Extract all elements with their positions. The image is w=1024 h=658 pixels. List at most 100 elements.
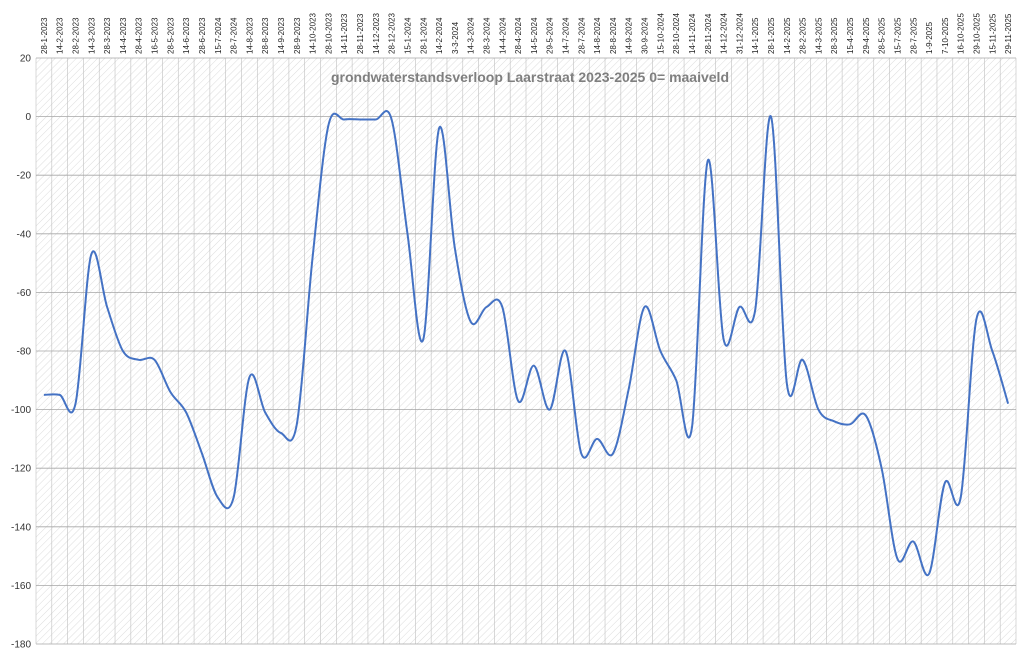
x-tick-label: 14-11-2024 (688, 13, 697, 54)
data-point (944, 482, 946, 484)
y-tick-label: 0 (25, 112, 31, 123)
x-tick-label: 15-11-2025 (988, 13, 997, 54)
data-point (975, 318, 977, 320)
y-tick-label: -180 (11, 640, 31, 651)
data-point (707, 159, 709, 161)
x-tick-label: 14-1-2025 (751, 17, 760, 54)
y-tick-label: -100 (11, 405, 31, 416)
y-tick-label: -20 (17, 171, 32, 182)
x-tick-label: 15-1-2024 (403, 17, 412, 54)
x-tick-label: 14-3-2025 (814, 17, 823, 54)
x-tick-label: 14-3-2024 (467, 17, 476, 54)
x-tick-label: 28-1-2024 (419, 17, 428, 54)
x-tick-label: 29-5-2024 (546, 17, 555, 54)
data-point (596, 438, 598, 440)
data-point (801, 359, 803, 361)
x-tick-label: 15-10-2024 (656, 13, 665, 54)
data-point (1007, 403, 1009, 405)
data-point (248, 376, 250, 378)
x-tick-label: 28-8-2023 (261, 17, 270, 54)
x-tick-label: 28-10-2023 (324, 13, 333, 54)
data-point (912, 540, 914, 542)
x-tick-label: 29-11-2025 (1004, 13, 1013, 54)
x-tick-label: 28-10-2024 (672, 13, 681, 54)
data-point (960, 496, 962, 498)
data-point (470, 321, 472, 323)
data-point (232, 496, 234, 498)
y-tick-label: 20 (20, 54, 32, 65)
data-point (612, 452, 614, 454)
x-tick-label: 28-5-2023 (166, 17, 175, 54)
data-point (817, 408, 819, 410)
data-point (217, 496, 219, 498)
data-point (74, 403, 76, 405)
x-tick-label: 28-4-2023 (135, 17, 144, 54)
data-point (422, 338, 424, 340)
data-point (280, 432, 282, 434)
x-tick-label: 14-8-2023 (245, 17, 254, 54)
data-point (438, 127, 440, 129)
data-point (90, 253, 92, 255)
data-point (849, 423, 851, 425)
x-tick-label: 14-4-2024 (498, 17, 507, 54)
data-point (659, 350, 661, 352)
x-tick-label: 31-12-2024 (735, 13, 744, 54)
x-tick-label: 28-2-2025 (799, 17, 808, 54)
data-point (185, 411, 187, 413)
data-point (406, 233, 408, 235)
x-tick-label: 14-8-2024 (593, 17, 602, 54)
data-point (264, 411, 266, 413)
x-tick-label: 14-12-2024 (720, 13, 729, 54)
data-point (517, 400, 519, 402)
x-tick-label: 28-5-2025 (878, 17, 887, 54)
x-tick-label: 28-4-2024 (514, 17, 523, 54)
data-point (375, 118, 377, 120)
x-tick-label: 16-10-2025 (957, 13, 966, 54)
data-point (43, 394, 45, 396)
x-tick-label: 14-2-2023 (56, 17, 65, 54)
data-point (59, 394, 61, 396)
y-tick-label: -40 (17, 229, 32, 240)
data-point (533, 365, 535, 367)
x-tick-label: 14-3-2023 (87, 17, 96, 54)
y-tick-label: -120 (11, 464, 31, 475)
data-point (675, 379, 677, 381)
y-tick-label: -140 (11, 522, 31, 533)
data-point (880, 467, 882, 469)
x-tick-label: 28-6-2023 (198, 17, 207, 54)
x-tick-label: 14-11-2023 (340, 13, 349, 54)
x-tick-label: 1-9-2025 (925, 21, 934, 54)
x-tick-label: 7-10-2025 (941, 17, 950, 54)
x-tick-label: 14-9-2024 (625, 17, 634, 54)
x-tick-label: 28-7-2024 (230, 17, 239, 54)
data-point (359, 118, 361, 120)
data-point (770, 115, 772, 117)
x-tick-label: 15-7-2025 (893, 17, 902, 54)
x-tick-label: 28-7-2025 (909, 17, 918, 54)
x-tick-label: 28-1-2025 (767, 17, 776, 54)
x-tick-label: 28-8-2024 (609, 17, 618, 54)
data-point (311, 256, 313, 258)
y-tick-label: -60 (17, 288, 32, 299)
data-point (390, 118, 392, 120)
data-point (628, 388, 630, 390)
data-point (786, 382, 788, 384)
x-tick-label: 28-11-2024 (704, 13, 713, 54)
data-point (122, 350, 124, 352)
x-tick-label: 28-3-2023 (103, 17, 112, 54)
data-point (549, 408, 551, 410)
x-tick-label: 14-10-2023 (309, 13, 318, 54)
data-point (833, 420, 835, 422)
data-point (564, 350, 566, 352)
x-tick-label: 28-1-2023 (40, 17, 49, 54)
data-point (643, 306, 645, 308)
data-point (296, 423, 298, 425)
x-tick-label: 30-9-2024 (641, 17, 650, 54)
data-point (865, 414, 867, 416)
data-point (691, 426, 693, 428)
data-point (138, 359, 140, 361)
data-point (343, 118, 345, 120)
data-point (169, 391, 171, 393)
